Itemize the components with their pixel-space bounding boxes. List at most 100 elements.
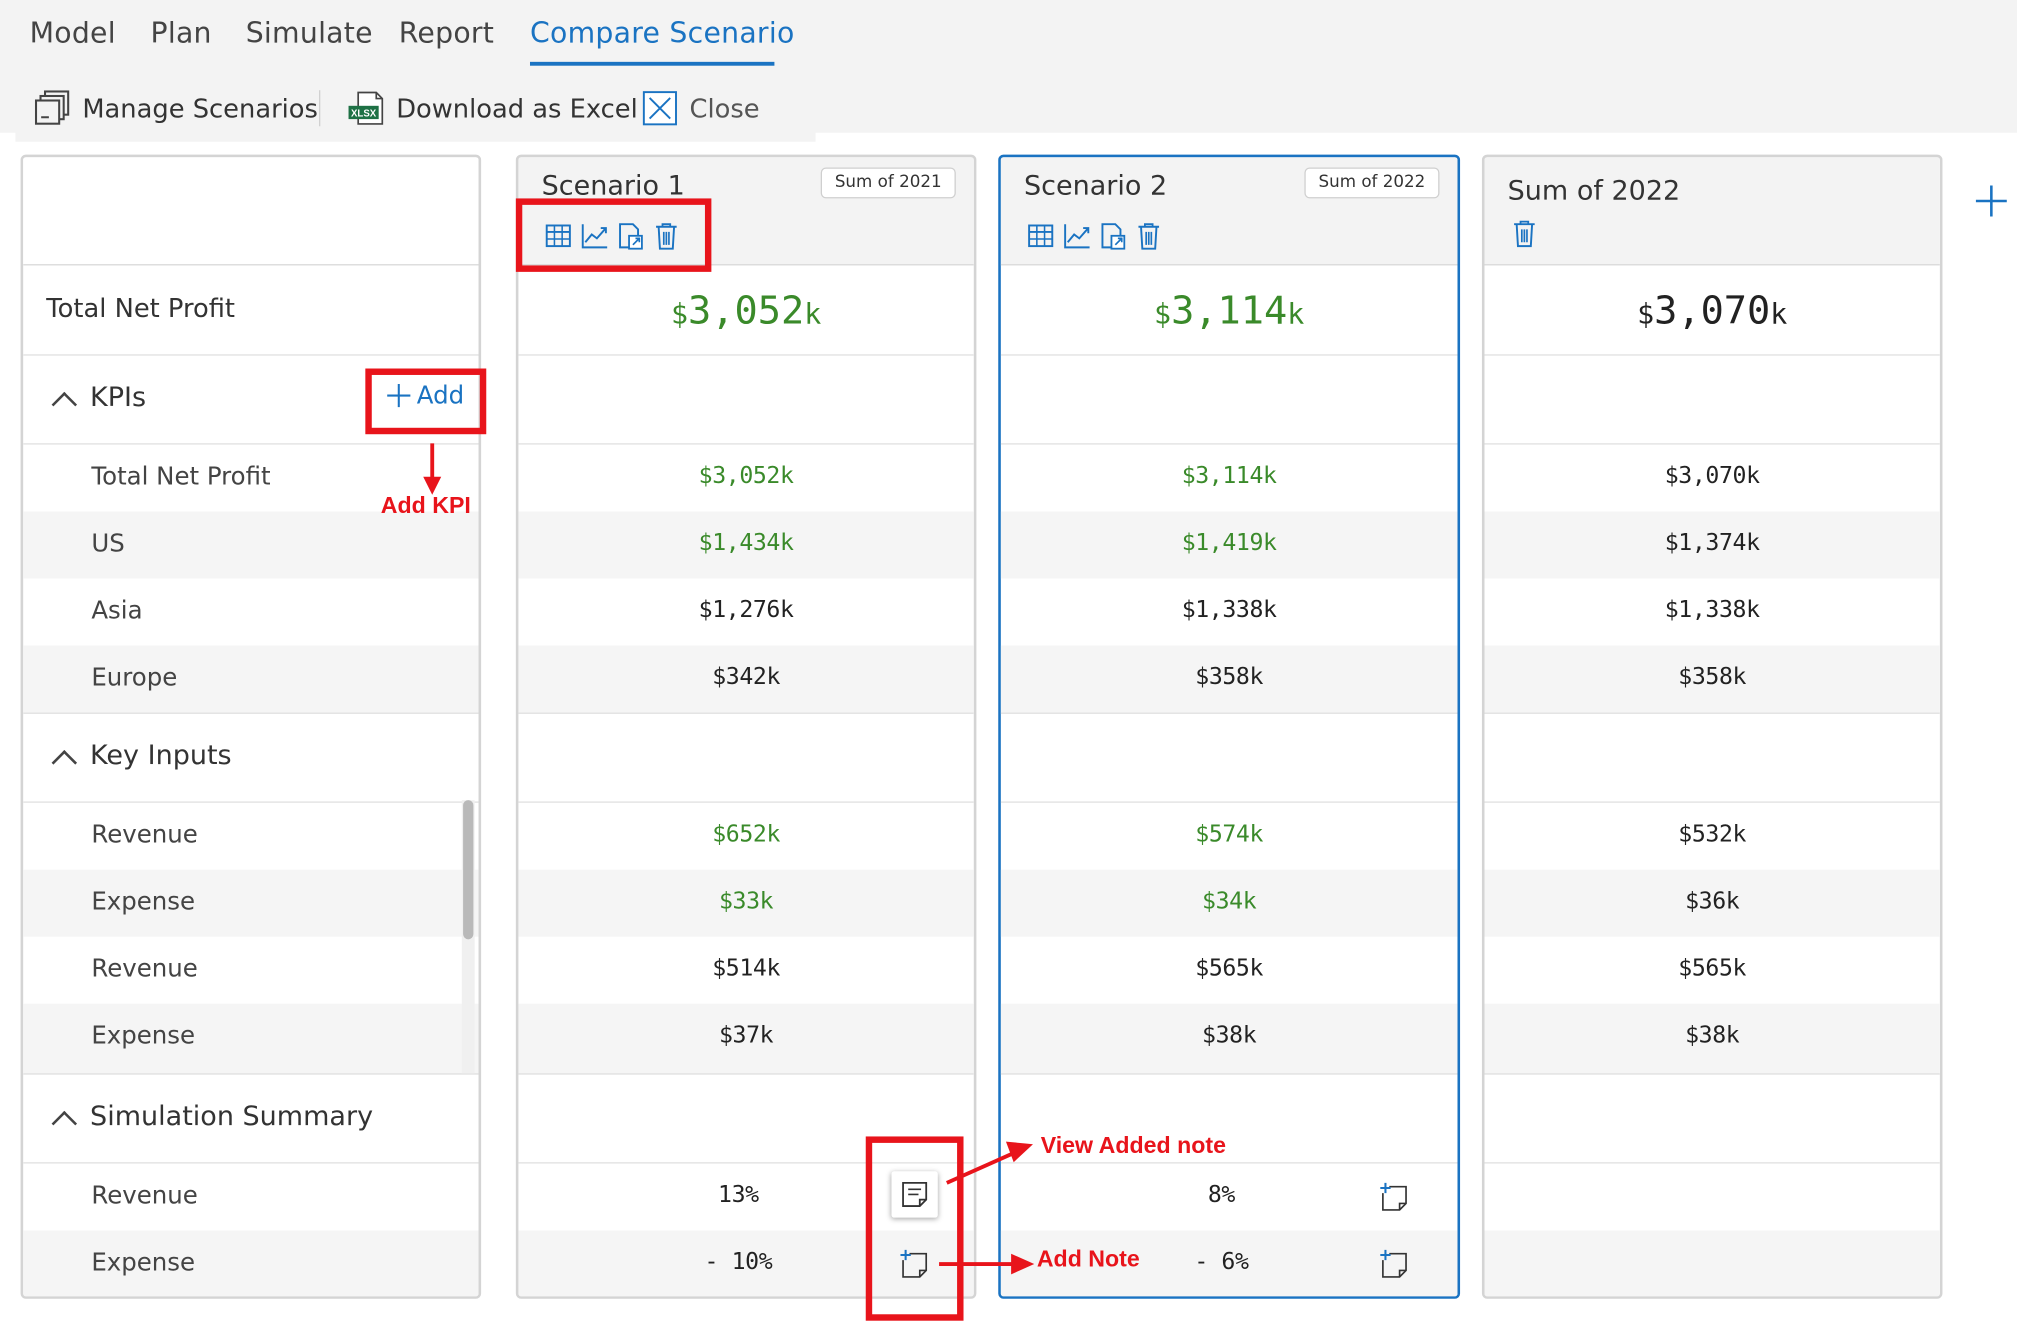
kpi-value: $1,338k <box>1181 596 1277 624</box>
simulation-summary-section-row <box>1484 1075 1940 1164</box>
total-row: Total Net Profit <box>23 265 479 356</box>
delete-icon[interactable] <box>1135 222 1163 250</box>
add-note-button[interactable] <box>1371 1174 1417 1220</box>
table-row: $652k <box>518 803 973 870</box>
annotation-arrow-icon <box>423 443 442 495</box>
key-inputs-section-row <box>518 714 974 803</box>
annotation-arrow-icon <box>939 1253 1035 1275</box>
annotation-box-actions <box>515 198 712 272</box>
table-row: $36k <box>1484 869 1940 937</box>
list-item: Asia <box>23 579 478 646</box>
kpi-value: $358k <box>1195 663 1264 691</box>
unit-suffix: k <box>1287 298 1305 332</box>
kpi-value: $1,374k <box>1664 529 1760 557</box>
chevron-up-icon[interactable] <box>51 391 78 418</box>
annotation-box-add <box>365 368 487 435</box>
label-panel-header <box>23 157 479 266</box>
scenario-header: Sum of 2022 <box>1484 157 1940 266</box>
delete-icon[interactable] <box>652 222 680 250</box>
table-row: $565k <box>1001 937 1458 1004</box>
add-note-button[interactable] <box>891 1241 937 1287</box>
close-button[interactable]: Close <box>641 88 760 129</box>
table-row: $3,052k <box>518 445 973 512</box>
add-kpi-button[interactable]: Add <box>386 381 464 410</box>
tab-plan[interactable]: Plan <box>150 18 212 51</box>
input-value: $37k <box>718 1021 774 1049</box>
list-item: Revenue <box>23 803 478 870</box>
sim-value: 8% <box>1207 1181 1236 1209</box>
add-note-icon <box>1379 1182 1410 1213</box>
scenario-title: Scenario 2 <box>1023 170 1168 202</box>
label-panel: Total Net Profit KPIs Add Total Net Prof… <box>20 154 482 1299</box>
close-icon <box>641 89 680 128</box>
total-net-profit-value: $3,070k <box>1485 289 1940 334</box>
table-row: $1,338k <box>1001 579 1458 646</box>
download-excel-label: Download as Excel <box>396 92 638 124</box>
tab-simulate[interactable]: Simulate <box>245 18 373 51</box>
export-icon[interactable] <box>616 222 644 250</box>
currency-symbol: $ <box>1637 298 1655 332</box>
annotation-view-note: View Added note <box>1040 1132 1226 1159</box>
simulation-summary-section-row <box>518 1075 974 1164</box>
manage-scenarios-button[interactable]: Manage Scenarios <box>33 88 318 129</box>
currency-symbol: $ <box>670 298 689 332</box>
active-tab-indicator <box>529 61 775 66</box>
total-amount: 3,052 <box>688 288 805 334</box>
kpis-section-row <box>1484 356 1940 445</box>
total-net-profit-value: $3,052k <box>518 289 973 334</box>
chart-view-icon[interactable] <box>580 222 608 250</box>
kpi-value: $1,338k <box>1664 596 1760 624</box>
kpi-value: $358k <box>1678 663 1747 691</box>
table-row: $1,419k <box>1000 511 1458 579</box>
key-inputs-section-row <box>1000 714 1458 803</box>
add-scenario-button[interactable] <box>1973 183 2009 219</box>
kpi-value: $1,434k <box>698 529 794 557</box>
table-row: $358k <box>1000 645 1458 714</box>
table-view-icon[interactable] <box>544 222 572 250</box>
total-row: $3,070k <box>1484 265 1940 356</box>
total-amount: 3,070 <box>1654 288 1771 334</box>
currency-symbol: $ <box>1154 298 1172 332</box>
list-item: Total Net Profit <box>23 445 478 512</box>
list-item: US <box>23 511 479 579</box>
table-view-icon[interactable] <box>1027 222 1055 250</box>
delete-icon[interactable] <box>1510 219 1538 248</box>
kpi-label: Total Net Profit <box>91 462 271 491</box>
chart-view-icon[interactable] <box>1063 222 1091 250</box>
scenario-actions <box>1510 219 1538 248</box>
table-row: $342k <box>518 645 974 714</box>
kpi-value: $3,114k <box>1181 462 1277 490</box>
total-row: $3,052k <box>518 265 974 356</box>
view-note-button[interactable] <box>891 1171 938 1218</box>
tab-report[interactable]: Report <box>398 18 495 51</box>
input-label: Expense <box>91 1021 196 1051</box>
table-row: $38k <box>1000 1003 1458 1075</box>
list-item: Europe <box>23 645 479 714</box>
tab-model[interactable]: Model <box>29 18 116 51</box>
table-row: $33k <box>518 869 974 937</box>
scrollbar[interactable] <box>461 800 475 1074</box>
export-icon[interactable] <box>1099 222 1127 250</box>
input-value: $574k <box>1195 820 1264 848</box>
chevron-up-icon[interactable] <box>51 750 78 776</box>
key-inputs-section-title: Key Inputs <box>90 739 232 771</box>
scrollbar-thumb[interactable] <box>463 800 474 940</box>
list-item: Expense <box>23 869 479 937</box>
simulation-summary-section-row: Simulation Summary <box>23 1075 479 1164</box>
add-note-icon <box>1379 1249 1410 1280</box>
total-net-profit-label: Total Net Profit <box>46 292 236 324</box>
add-note-button[interactable] <box>1371 1241 1417 1287</box>
annotation-box-notes <box>865 1136 964 1321</box>
chevron-up-icon[interactable] <box>51 1110 78 1137</box>
table-row: $34k <box>1000 869 1458 937</box>
tab-compare-scenario[interactable]: Compare Scenario <box>529 18 795 51</box>
list-item: Revenue <box>23 937 478 1004</box>
sim-label: Expense <box>91 1248 196 1277</box>
download-excel-button[interactable]: XLSX Download as Excel <box>347 88 638 129</box>
table-row: $514k <box>518 937 973 1004</box>
annotation-arrow-icon <box>946 1141 1033 1185</box>
table-row: 13% <box>518 1164 973 1231</box>
input-value: $34k <box>1202 887 1257 915</box>
toolbar-separator <box>319 90 321 127</box>
total-row: $3,114k <box>1000 265 1458 356</box>
